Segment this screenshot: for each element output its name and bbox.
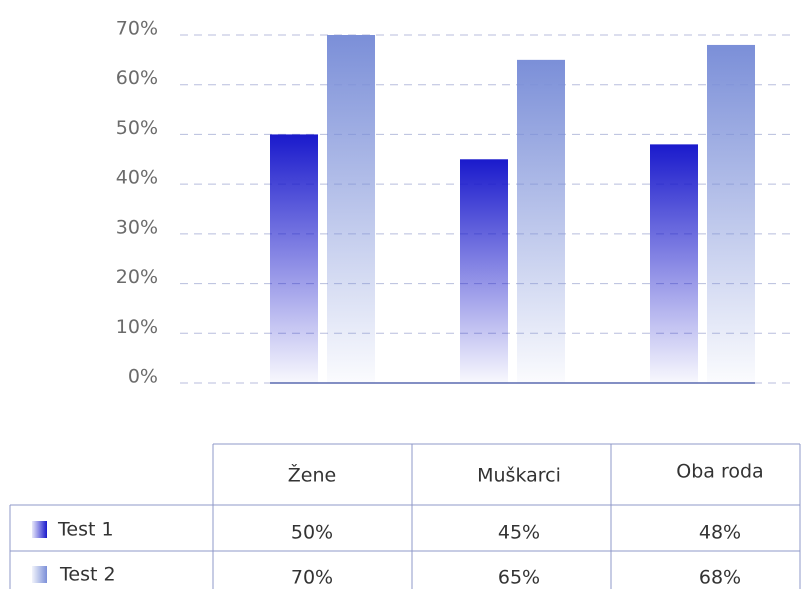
y-tick-label: 40% bbox=[116, 167, 158, 189]
y-tick-label: 0% bbox=[128, 366, 158, 388]
legend-swatch bbox=[32, 521, 47, 538]
table-value: 45% bbox=[498, 522, 540, 544]
table-value: 70% bbox=[291, 567, 333, 589]
table-value: 65% bbox=[498, 567, 540, 589]
y-tick-label: 60% bbox=[116, 67, 158, 89]
bar bbox=[270, 134, 318, 383]
bar bbox=[517, 59, 565, 383]
y-tick-label: 20% bbox=[116, 266, 158, 288]
legend-label: Test 1 bbox=[57, 519, 114, 541]
table-value: 48% bbox=[699, 522, 741, 544]
x-tick-label: Žene bbox=[288, 464, 336, 487]
bar bbox=[707, 44, 755, 383]
table-value: 68% bbox=[699, 567, 741, 589]
bar bbox=[327, 35, 375, 383]
y-tick-label: 10% bbox=[116, 316, 158, 338]
table-value: 50% bbox=[291, 522, 333, 544]
x-tick-label: Oba roda bbox=[676, 461, 763, 483]
x-tick-label: Muškarci bbox=[477, 465, 561, 487]
y-tick-label: 30% bbox=[116, 216, 158, 238]
y-tick-label: 70% bbox=[116, 18, 158, 40]
legend-swatch bbox=[32, 566, 47, 583]
bar bbox=[650, 144, 698, 383]
y-tick-label: 50% bbox=[116, 117, 158, 139]
legend-label: Test 2 bbox=[59, 564, 116, 586]
bar bbox=[460, 159, 508, 383]
